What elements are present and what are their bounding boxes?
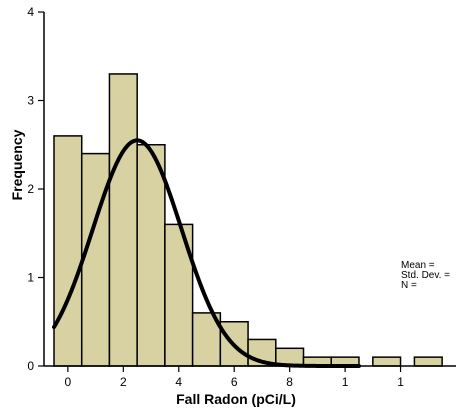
y-tick-label: 2	[27, 182, 34, 196]
y-tick-label: 0	[27, 359, 34, 373]
x-axis-label: Fall Radon (pCi/L)	[176, 391, 296, 407]
x-tick-label: 2	[120, 375, 127, 389]
y-tick-label: 1	[27, 271, 34, 285]
histogram-bar	[136, 144, 166, 367]
stat-sd-label: Std. Dev. =	[401, 270, 450, 281]
histogram-bar	[108, 73, 138, 367]
x-tick-label: 1	[397, 375, 404, 389]
stat-mean-label: Mean =	[401, 260, 435, 271]
histogram-bars	[53, 73, 443, 367]
stat-n-label: N =	[401, 280, 417, 291]
x-tick-label: 4	[175, 375, 182, 389]
y-tick-label: 3	[27, 94, 34, 108]
x-tick-label: 1	[342, 375, 349, 389]
histogram-bar	[80, 152, 111, 367]
histogram-bar	[413, 356, 443, 367]
x-ticks: 0 2 4 6 8 1 1	[65, 366, 404, 389]
histogram-bar	[53, 135, 83, 367]
y-axis-label: Frequency	[9, 129, 25, 200]
stats-box: Mean = Std. Dev. = N =	[401, 260, 450, 291]
x-tick-label: 6	[231, 375, 238, 389]
x-tick-label: 8	[286, 375, 293, 389]
histogram-bar	[372, 356, 402, 367]
y-tick-label: 4	[27, 5, 34, 19]
y-ticks: 0 1 2 3 4	[27, 5, 44, 373]
x-tick-label: 0	[65, 375, 72, 389]
